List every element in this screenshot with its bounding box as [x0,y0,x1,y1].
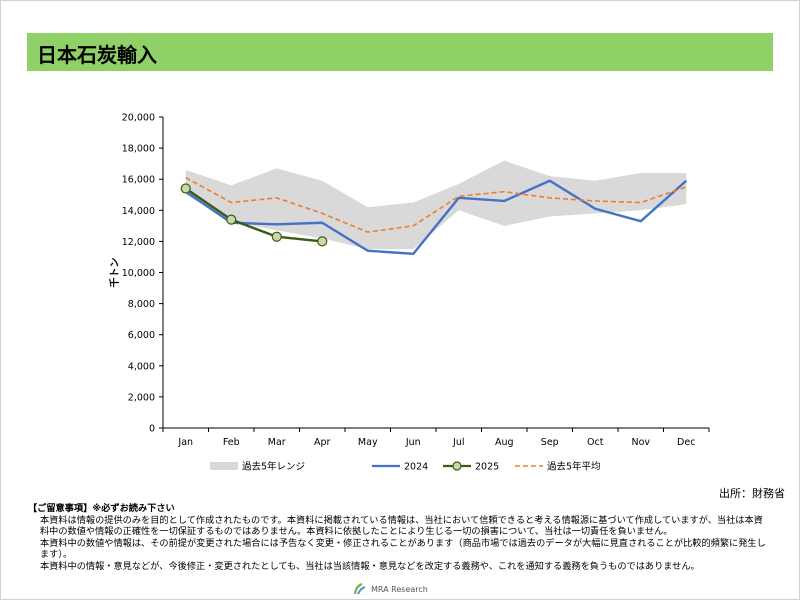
series-line-2024 [185,179,688,256]
x-tick-label: Dec [677,437,695,448]
x-tick-label: Aug [495,437,514,448]
disclaimer-line-1: 本資料は情報の提供のみを目的として作成されたものです。本資料に掲載されている情報… [40,514,763,538]
legend-label: 2024 [404,462,428,473]
x-tick-label: Jul [452,437,464,448]
legend-swatch-range [210,462,238,470]
y-axis-label: 千トン [108,258,121,288]
legend-marker-2025 [452,461,462,471]
x-tick-label: Jun [405,437,421,448]
x-tick-label: Oct [587,437,604,448]
x-tick-label: Jan [177,437,193,448]
x-tick-label: Nov [631,437,650,448]
series-point-2025 [180,183,191,194]
source-note: 出所：財務省 [719,487,785,500]
series-point-2025 [317,236,328,247]
footer-logo: MRA Research [353,580,428,598]
series-line-2025 [185,187,323,243]
series-point-2025 [271,231,282,242]
y-tick-label: 18,000 [122,144,155,155]
y-tick-label: 6,000 [128,330,155,341]
y-tick-label: 20,000 [122,113,155,124]
disclaimer-line-2: 本資料中の数値や情報は、その前提が変更された場合には予告なく変更・修正されること… [40,537,766,561]
y-tick-label: 12,000 [122,237,155,248]
title-bar: 日本石炭輸入 [27,33,773,71]
y-tick-label: 16,000 [122,175,155,186]
y-tick-label: 8,000 [128,299,155,310]
page-title: 日本石炭輸入 [37,43,157,67]
x-tick-label: May [358,437,378,448]
y-tick-label: 2,000 [128,392,155,403]
series-line-過去5年平均 [185,176,687,233]
mra-logo-icon [354,583,366,595]
x-tick-label: Feb [223,437,240,448]
series-point-2025 [226,214,237,225]
legend-label: 2025 [475,462,499,473]
disclaimer-line-3: 本資料中の情報・意見などが、今後修正・変更されたとしても、当社は当該情報・意見な… [40,560,700,572]
x-tick-label: Sep [541,437,559,448]
legend-label: 過去5年レンジ [242,461,305,473]
disclaimer-heading: 【ご留意事項】※必ずお読み下さい [28,503,175,514]
disclaimer-notes: 【ご留意事項】※必ずお読み下さい 本資料は情報の提供のみを目的として作成されたも… [28,503,768,572]
y-tick-label: 0 [149,424,155,435]
legend-label: 過去5年平均 [547,461,601,473]
x-tick-label: Mar [268,437,286,448]
y-tick-label: 10,000 [122,268,155,279]
footer-brand: MRA Research [371,584,428,594]
y-tick-label: 4,000 [128,361,155,372]
y-tick-label: 14,000 [122,206,155,217]
range-band-area [185,160,687,250]
x-tick-label: Apr [314,437,331,448]
